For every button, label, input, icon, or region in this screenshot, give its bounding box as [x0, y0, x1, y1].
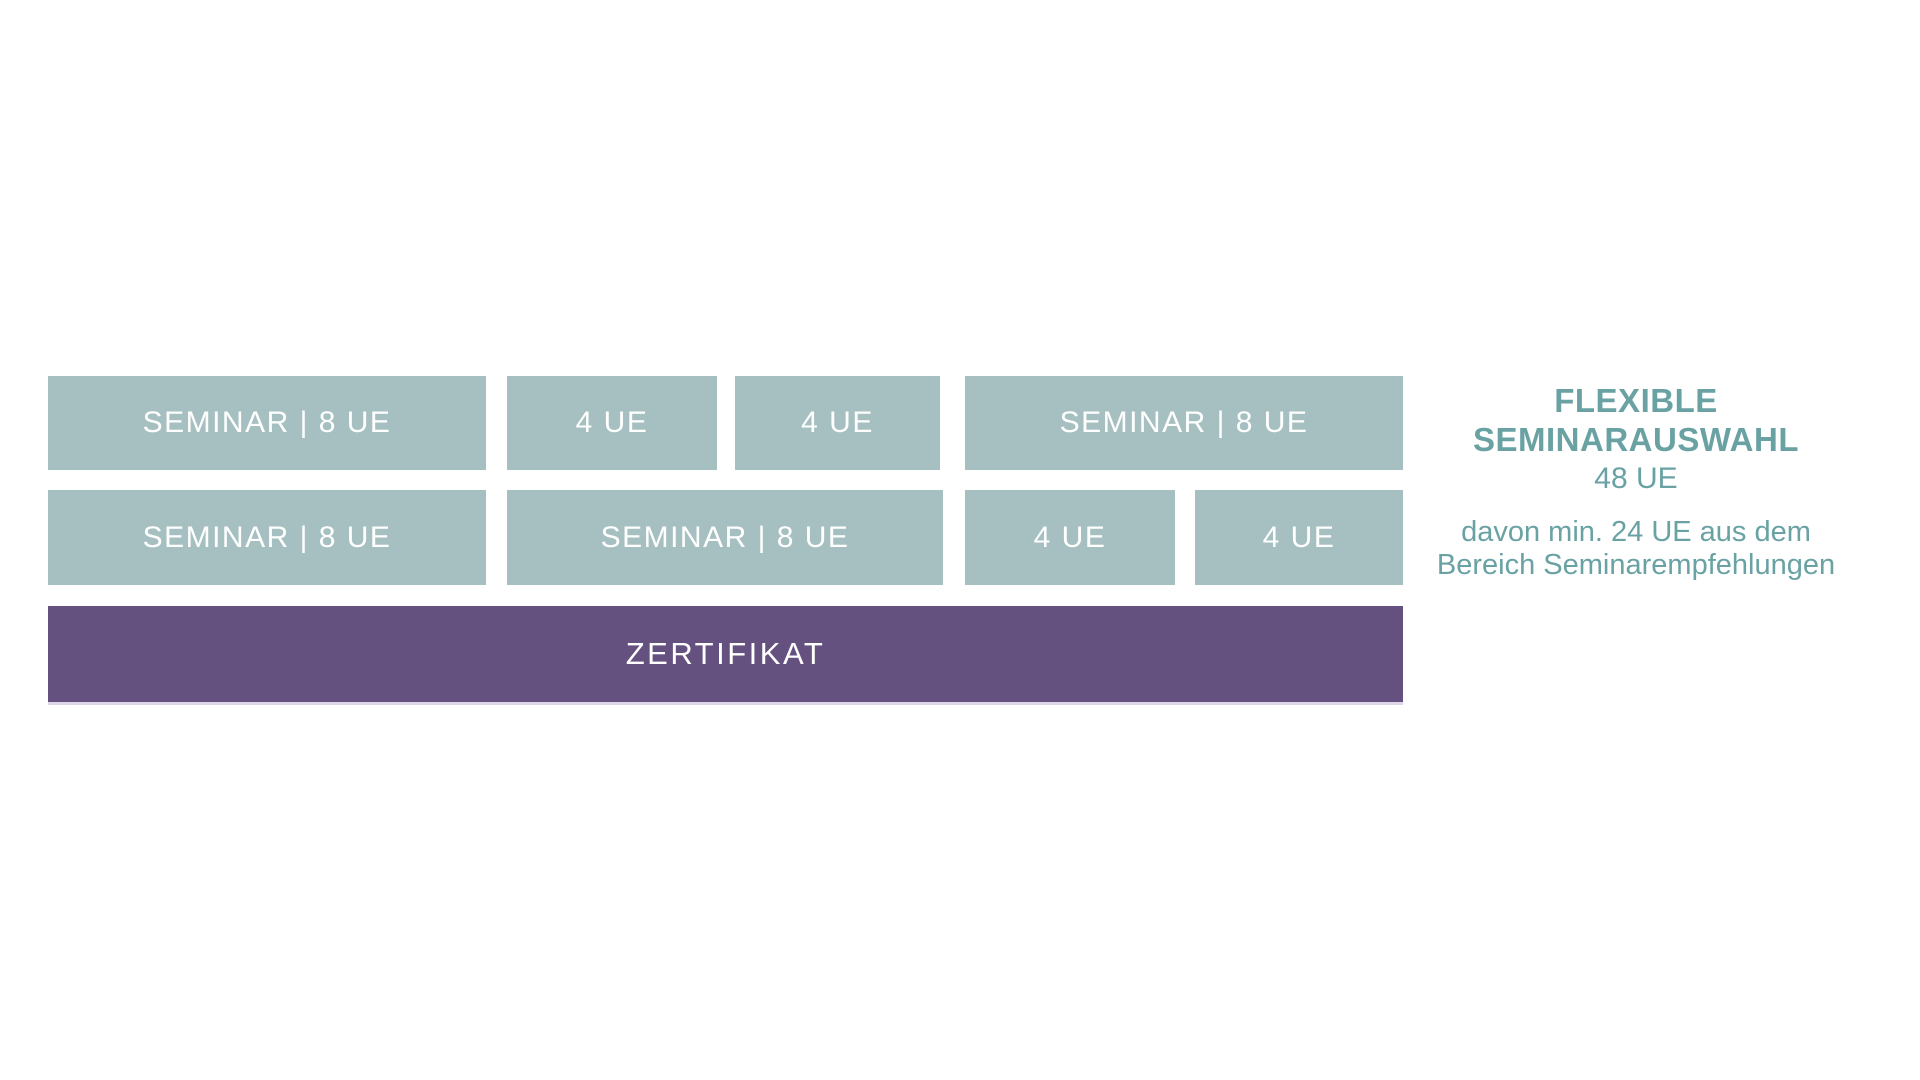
note-detail-line1: davon min. 24 UE aus dem: [1461, 516, 1811, 548]
flexible-seminar-note: FLEXIBLE SEMINARAUSWAHL 48 UE davon min.…: [1436, 381, 1836, 582]
seminar-8ue-block: SEMINAR | 8 UE: [48, 490, 486, 585]
note-detail: davon min. 24 UE aus dem Bereich Seminar…: [1436, 516, 1836, 582]
zertifikat-bar: ZERTIFIKAT: [48, 606, 1403, 702]
note-title-line2: SEMINARAUSWAHL: [1473, 421, 1799, 458]
note-detail-line2: Bereich Seminarempfehlungen: [1436, 549, 1836, 581]
4ue-block: 4 UE: [507, 376, 717, 470]
seminar-8ue-block: SEMINAR | 8 UE: [48, 376, 486, 470]
note-total-ue: 48 UE: [1594, 462, 1678, 495]
4ue-block: 4 UE: [735, 376, 940, 470]
note-title-line1: FLEXIBLE: [1554, 382, 1718, 419]
note-title: FLEXIBLE SEMINARAUSWAHL: [1436, 381, 1836, 459]
seminar-8ue-block: SEMINAR | 8 UE: [965, 376, 1403, 470]
4ue-block: 4 UE: [1195, 490, 1403, 585]
seminar-8ue-block: SEMINAR | 8 UE: [507, 490, 943, 585]
4ue-block: 4 UE: [965, 490, 1175, 585]
